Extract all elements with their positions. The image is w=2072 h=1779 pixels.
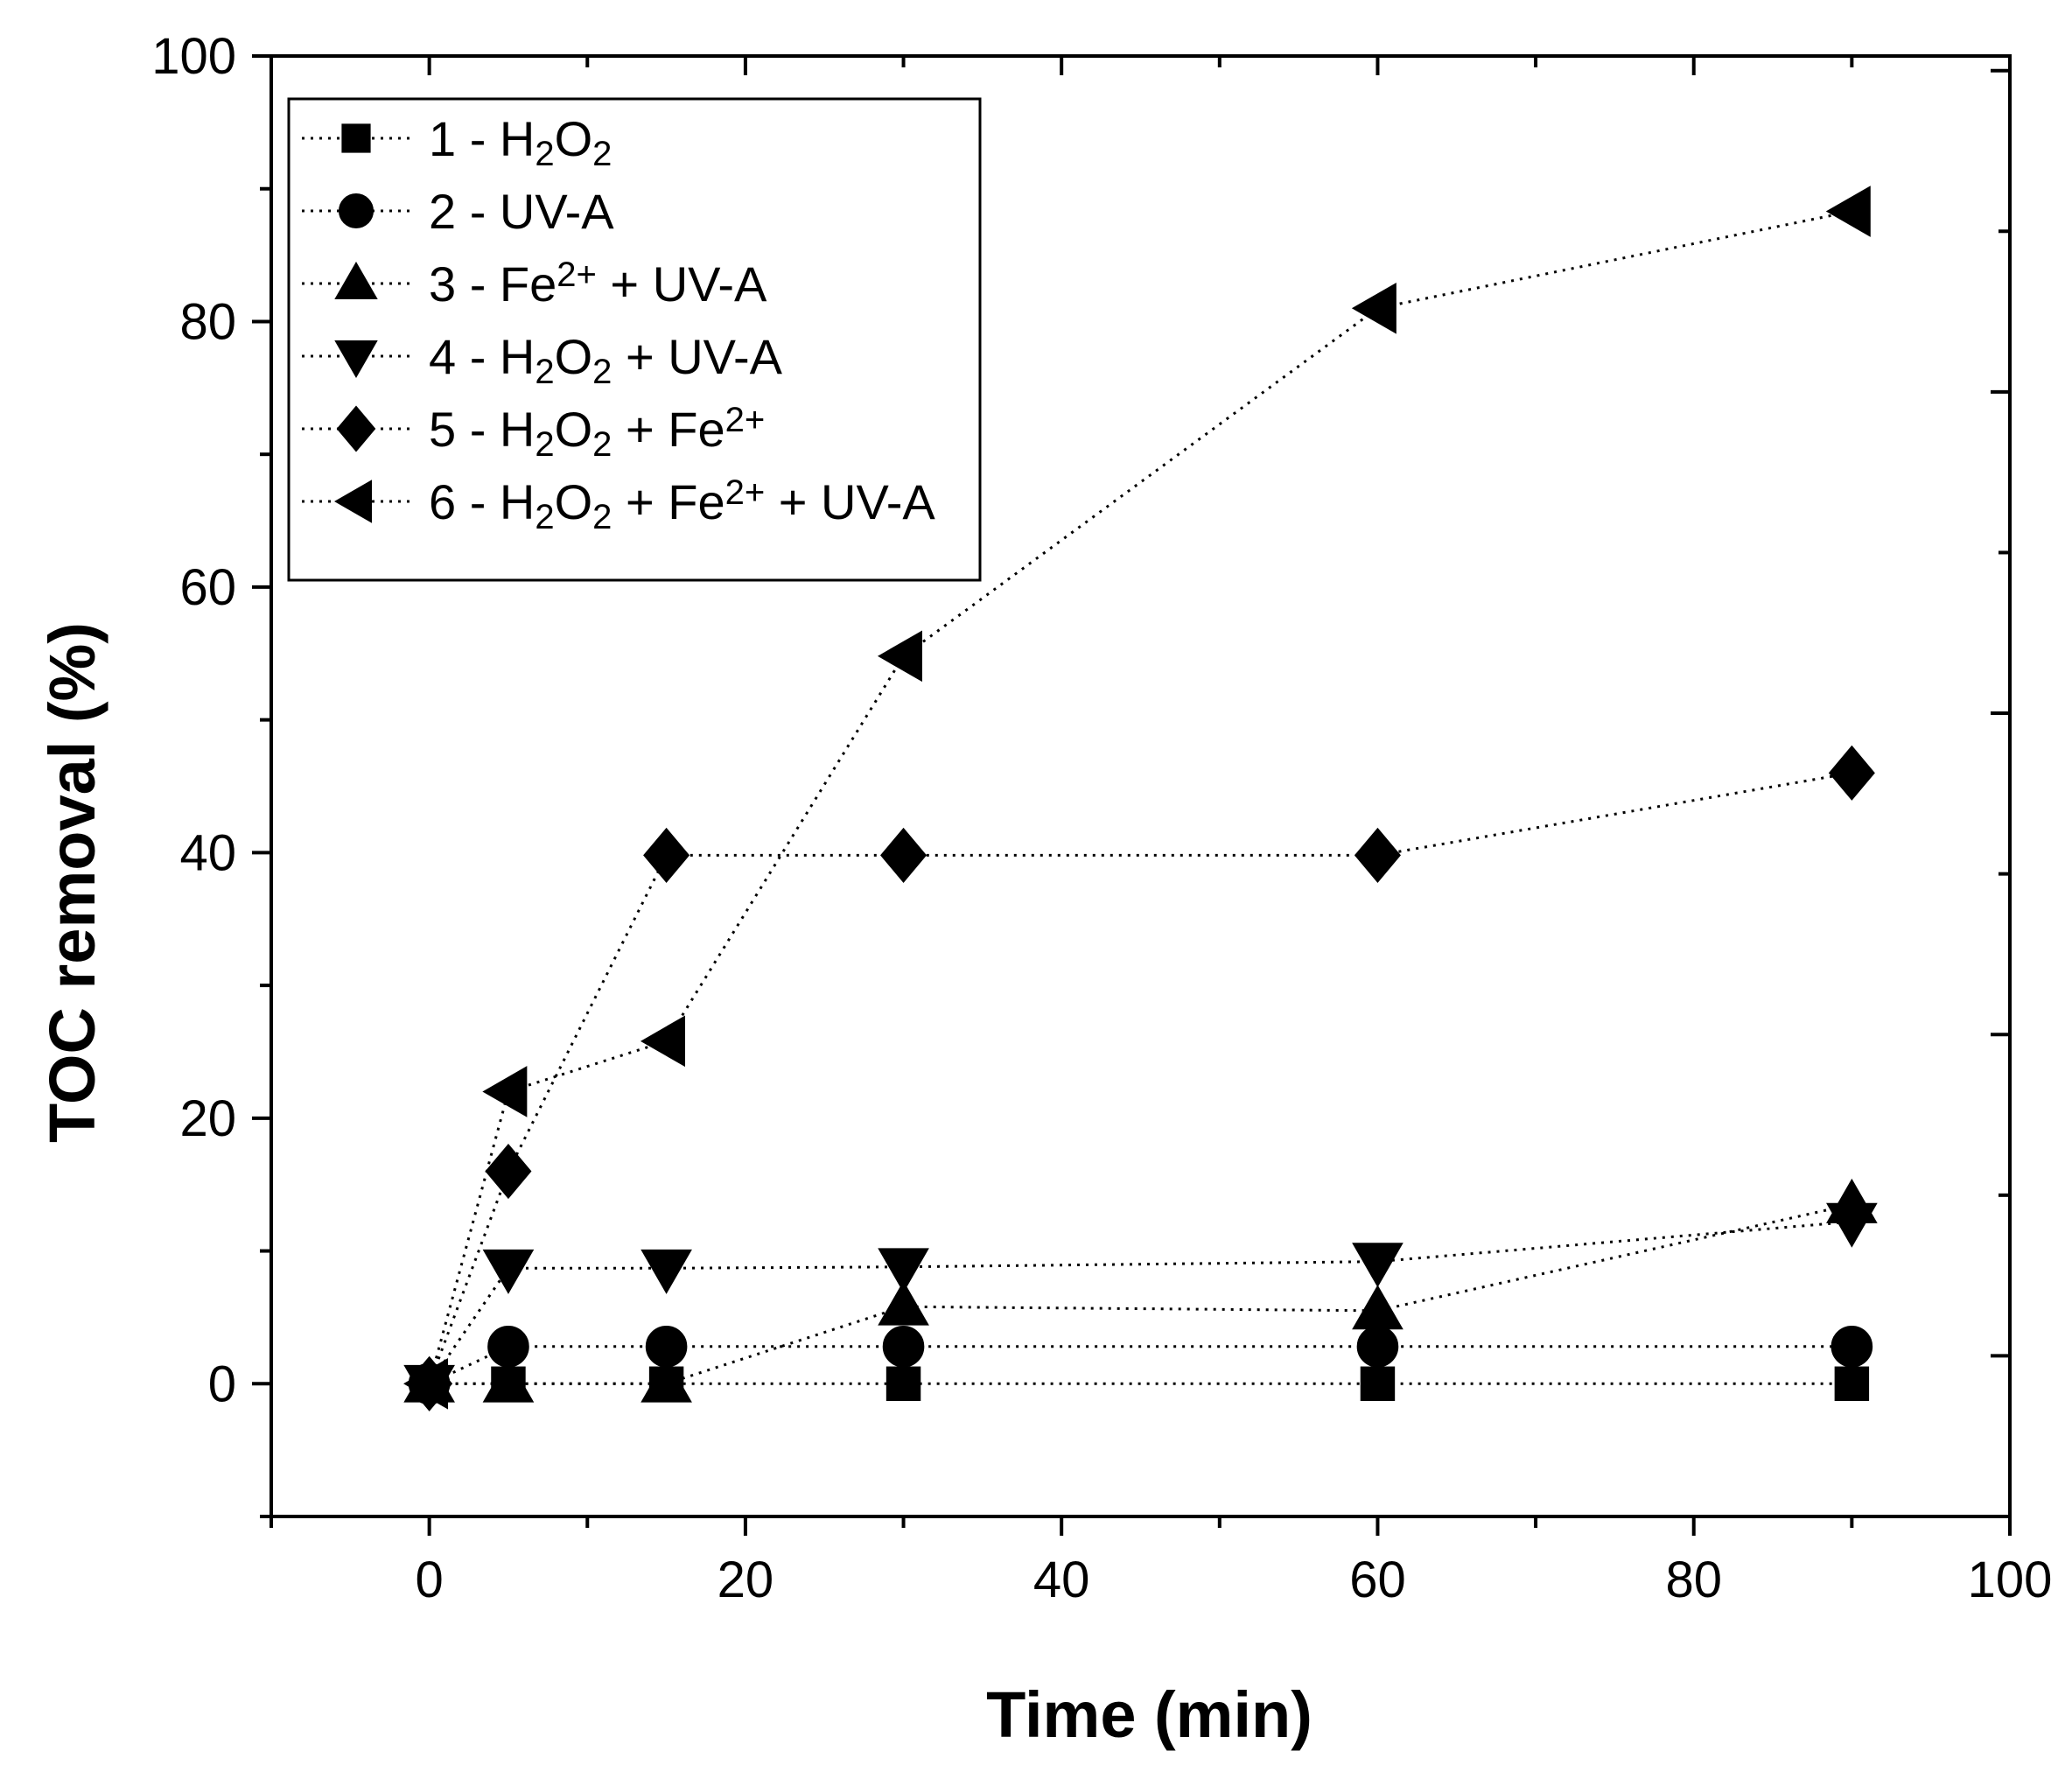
data-point [882, 1325, 925, 1368]
data-point [878, 1280, 929, 1326]
y-tick-label: 20 [179, 1090, 236, 1147]
series-line [428, 1345, 1852, 1385]
data-point [1825, 186, 1871, 237]
data-point [1360, 1366, 1396, 1401]
x-tick-label: 60 [1349, 1551, 1406, 1608]
data-point [1351, 282, 1396, 334]
data-point [482, 1249, 535, 1294]
data-point [877, 630, 922, 683]
x-tick-label: 0 [416, 1551, 444, 1608]
legend-entry: 4 - H2O2 + UV-A [302, 329, 783, 391]
y-tick-label: 40 [179, 824, 236, 881]
legend-marker [336, 405, 376, 452]
plot-frame [270, 54, 2012, 1518]
axes: 0 20 40 60 80 100 0 20 40 60 80 100 [151, 28, 2052, 1608]
legend-entry: 6 - H2O2 + Fe2+ + UV-A [302, 473, 935, 536]
series-4 [403, 1202, 1878, 1410]
series-2 [408, 1325, 1873, 1405]
data-point [485, 1143, 532, 1200]
legend-entry: 1 - H2O2 [302, 111, 612, 173]
data-point [1354, 827, 1401, 883]
data-point [1352, 1243, 1404, 1288]
data-point [1828, 745, 1875, 801]
legend-box [287, 97, 982, 582]
y-tick-label: 60 [179, 559, 236, 616]
data-point [640, 1015, 685, 1068]
series-6 [403, 186, 1871, 1410]
legend-marker [334, 261, 378, 299]
data-point [482, 1066, 528, 1117]
data-point [403, 1357, 449, 1410]
legend-label: 4 - H2O2 + UV-A [429, 329, 783, 391]
series-3 [403, 1178, 1878, 1403]
legend-label: 6 - H2O2 + Fe2+ + UV-A [429, 473, 935, 536]
data-point [1356, 1325, 1399, 1368]
series-line [428, 1220, 1852, 1385]
data-point [643, 827, 690, 883]
y-tick-label: 100 [151, 28, 236, 85]
series-line [429, 1202, 1852, 1385]
data-point [1834, 1366, 1870, 1401]
series-layer [403, 186, 1878, 1411]
legend-marker [339, 193, 374, 228]
legend-entry: 3 - Fe2+ + UV-A [302, 256, 767, 312]
y-axis-title: TOC removal (%) [36, 622, 108, 1143]
legend: 1 - H2O2 2 - UV-A 3 - Fe2+ + UV-A 4 - H2O2 … [287, 97, 982, 582]
data-point [640, 1357, 692, 1403]
legend-marker [333, 480, 372, 523]
x-tick-label: 80 [1665, 1551, 1722, 1608]
series-5 [406, 745, 1875, 1411]
data-point [878, 1248, 929, 1293]
legend-label: 2 - UV-A [429, 184, 614, 239]
series-line [428, 771, 1852, 1384]
x-tick-label: 40 [1033, 1551, 1090, 1608]
legend-label: 1 - H2O2 [429, 111, 612, 173]
data-point [482, 1357, 535, 1403]
y-tick-label: 0 [208, 1355, 236, 1412]
data-point [880, 827, 928, 883]
x-tick-label: 100 [1968, 1551, 2053, 1608]
data-point [640, 1249, 692, 1294]
legend-entry: 2 - UV-A [302, 184, 614, 239]
legend-label: 3 - Fe2+ + UV-A [429, 256, 767, 312]
legend-label: 5 - H2O2 + Fe2+ [429, 401, 765, 464]
data-point [1830, 1325, 1873, 1368]
legend-marker [341, 123, 371, 153]
x-axis-title: Time (min) [986, 1678, 1312, 1751]
legend-marker [334, 340, 378, 379]
data-point [886, 1366, 921, 1401]
legend-entry: 5 - H2O2 + Fe2+ [302, 401, 765, 464]
data-point [1826, 1202, 1878, 1248]
x-tick-label: 20 [718, 1551, 774, 1608]
y-tick-label: 80 [179, 293, 236, 350]
data-point [1352, 1285, 1404, 1330]
